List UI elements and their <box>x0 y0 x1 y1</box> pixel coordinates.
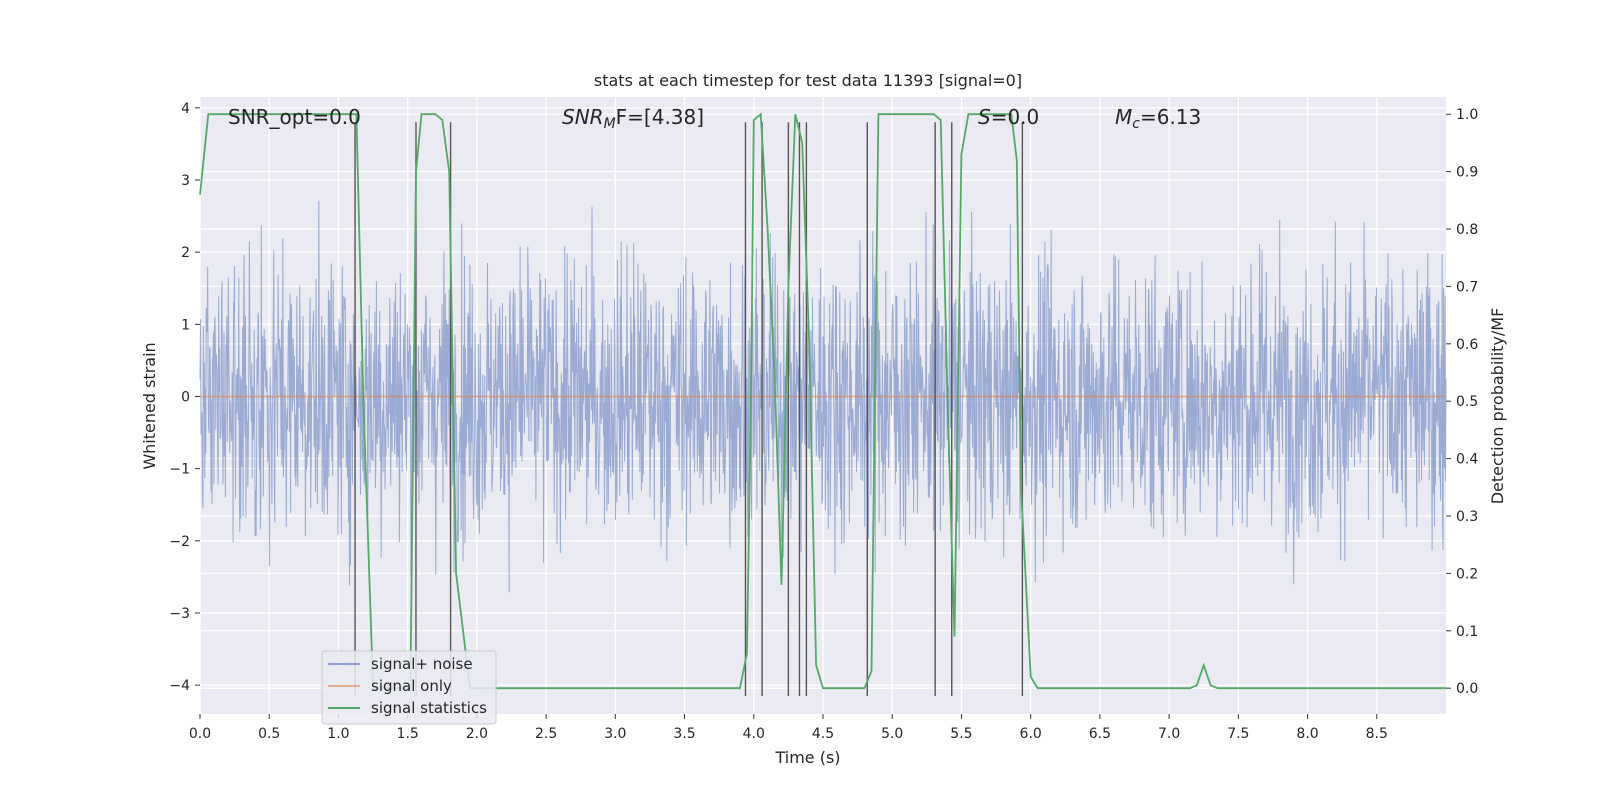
x-tick-label: 6.5 <box>1089 726 1111 742</box>
y-right-tick-label: 0.0 <box>1456 681 1478 697</box>
annotation-mc-italic: M <box>1115 105 1132 129</box>
annotation-s: S=0.0 <box>978 105 1039 129</box>
legend-label-noise: signal+ noise <box>371 655 473 673</box>
x-tick-label: 7.0 <box>1158 726 1180 742</box>
annotation-mc-sub: c <box>1132 116 1140 132</box>
y-axis-right-label: Detection probability/MF <box>1488 308 1507 505</box>
annotation-snr-mf-sub: M <box>604 116 616 132</box>
y-tick-label: −4 <box>169 678 190 694</box>
y-tick-label: 1 <box>181 317 190 333</box>
x-tick-label: 3.5 <box>673 726 695 742</box>
x-tick-label: 4.5 <box>812 726 834 742</box>
annotation-snr-mf: SNRMF=[4.38] <box>562 105 704 132</box>
x-tick-label: 5.0 <box>881 726 903 742</box>
annotation-snr-opt: SNR_opt=0.0 <box>228 105 361 129</box>
y-tick-label: −2 <box>169 534 190 550</box>
x-tick-label: 1.0 <box>327 726 349 742</box>
x-tick-label: 5.5 <box>950 726 972 742</box>
y-right-tick-label: 0.9 <box>1456 165 1478 181</box>
y-right-tick-label: 0.8 <box>1456 222 1478 238</box>
x-tick-label: 6.0 <box>1020 726 1042 742</box>
y-right-tick-label: 0.1 <box>1456 624 1478 640</box>
y-right-tick-label: 0.3 <box>1456 509 1478 525</box>
legend-label-stats: signal statistics <box>371 699 487 717</box>
x-tick-label: 0.0 <box>189 726 211 742</box>
y-tick-label: −3 <box>169 606 190 622</box>
y-tick-label: 3 <box>181 173 190 189</box>
x-tick-label: 0.5 <box>258 726 280 742</box>
x-tick-label: 8.0 <box>1296 726 1318 742</box>
annotation-mc-tail: =6.13 <box>1140 105 1201 129</box>
y-right-tick-label: 0.5 <box>1456 394 1478 410</box>
y-right-tick-label: 0.6 <box>1456 337 1478 353</box>
noise-series <box>199 200 1447 593</box>
y-right-tick-label: 0.7 <box>1456 279 1478 295</box>
y-tick-label: 0 <box>181 389 190 405</box>
legend-label-signal: signal only <box>371 677 452 695</box>
x-tick-label: 7.5 <box>1227 726 1249 742</box>
y-tick-label: 2 <box>181 245 190 261</box>
annotation-mc: Mc=6.13 <box>1115 105 1201 132</box>
x-tick-label: 8.5 <box>1366 726 1388 742</box>
x-axis-ticks: 0.0 0.5 1.0 1.5 2.0 2.5 3.0 3.5 4.0 4.5 5.0 5.5 6.0 6… <box>189 714 1388 742</box>
y-tick-label: 4 <box>181 101 190 117</box>
y-right-tick-label: 0.4 <box>1456 452 1478 468</box>
chart-title: stats at each timestep for test data 113… <box>594 71 1022 90</box>
legend: signal+ noise signal only signal statist… <box>321 650 497 725</box>
annotation-snr-mf-italic: SNR <box>562 105 604 129</box>
x-tick-label: 1.5 <box>397 726 419 742</box>
x-tick-label: 3.0 <box>604 726 626 742</box>
x-tick-label: 4.0 <box>743 726 765 742</box>
annotation-s-italic: S <box>978 105 991 129</box>
y-tick-label: −1 <box>169 462 190 478</box>
y-right-tick-label: 0.2 <box>1456 566 1478 582</box>
y-right-tick-label: 1.0 <box>1456 107 1478 123</box>
legend-box <box>321 650 497 725</box>
noise-line <box>199 200 1447 593</box>
annotation-snr-mf-tail: F=[4.38] <box>616 105 704 129</box>
x-tick-label: 2.0 <box>466 726 488 742</box>
y-axis-label: Whitened strain <box>140 342 159 469</box>
x-axis-label: Time (s) <box>774 748 840 767</box>
y-axis-ticks: 4 3 2 1 0 −1 −2 −3 −4 <box>169 101 200 694</box>
annotation-s-tail: =0.0 <box>991 105 1040 129</box>
y-axis-right-ticks: 1.0 0.9 0.8 0.7 0.6 0.5 0.4 0.3 0.2 0.1 0.0 <box>1446 107 1478 697</box>
x-tick-label: 2.5 <box>535 726 557 742</box>
